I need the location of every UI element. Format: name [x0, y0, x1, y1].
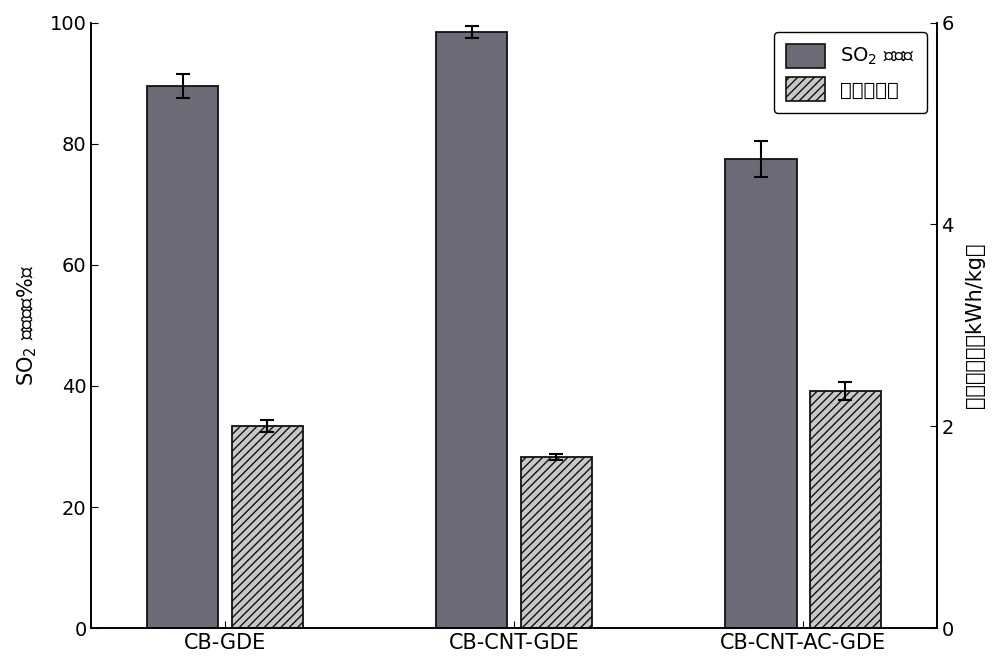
Bar — [725, 159, 797, 628]
Y-axis label: SO$_2$ 转化率（%）: SO$_2$ 转化率（%） — [15, 265, 39, 386]
Bar — [521, 456, 592, 628]
Legend: SO$_2$ 转化率, 电能消耗量: SO$_2$ 转化率, 电能消耗量 — [774, 32, 927, 113]
Bar — [436, 31, 507, 628]
Bar — [147, 86, 218, 628]
Bar — [810, 391, 881, 628]
Y-axis label: 电能消耗量（kWh/kg）: 电能消耗量（kWh/kg） — [965, 242, 985, 408]
Bar — [232, 426, 303, 628]
